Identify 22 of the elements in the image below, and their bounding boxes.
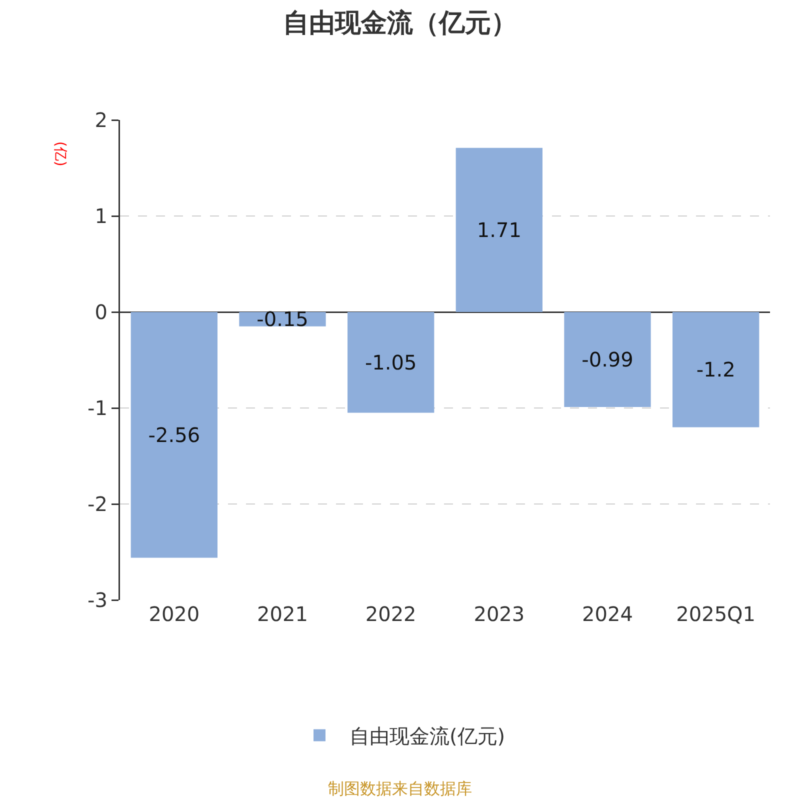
y-tick-label: -1 bbox=[88, 396, 108, 420]
x-tick-label: 2024 bbox=[582, 602, 633, 626]
x-tick-label: 2022 bbox=[365, 602, 416, 626]
data-label: 1.71 bbox=[476, 218, 522, 242]
y-tick-label: -3 bbox=[88, 588, 108, 612]
y-axis-title: (亿) bbox=[52, 141, 68, 166]
x-tick-label: 2023 bbox=[474, 602, 525, 626]
data-label: -0.99 bbox=[582, 348, 634, 372]
data-label: -0.15 bbox=[256, 307, 308, 332]
y-tick-label: 2 bbox=[94, 108, 108, 132]
x-tick-label: 2025Q1 bbox=[676, 602, 756, 626]
legend-label: 自由现金流(亿元) bbox=[350, 724, 506, 748]
data-label: -1.05 bbox=[364, 350, 417, 374]
x-tick-label: 2020 bbox=[148, 602, 200, 626]
data-label: -2.56 bbox=[148, 422, 200, 447]
y-tick-label: 0 bbox=[94, 300, 108, 324]
y-tick-label: -2 bbox=[88, 492, 108, 516]
text: 制图数据来自数据库 bbox=[328, 779, 472, 798]
y-tick-label: 1 bbox=[94, 204, 108, 228]
chart-title: 自由现金流（亿元） bbox=[283, 8, 517, 38]
x-tick-label: 2021 bbox=[257, 602, 308, 626]
data-label: -1.2 bbox=[696, 358, 736, 382]
